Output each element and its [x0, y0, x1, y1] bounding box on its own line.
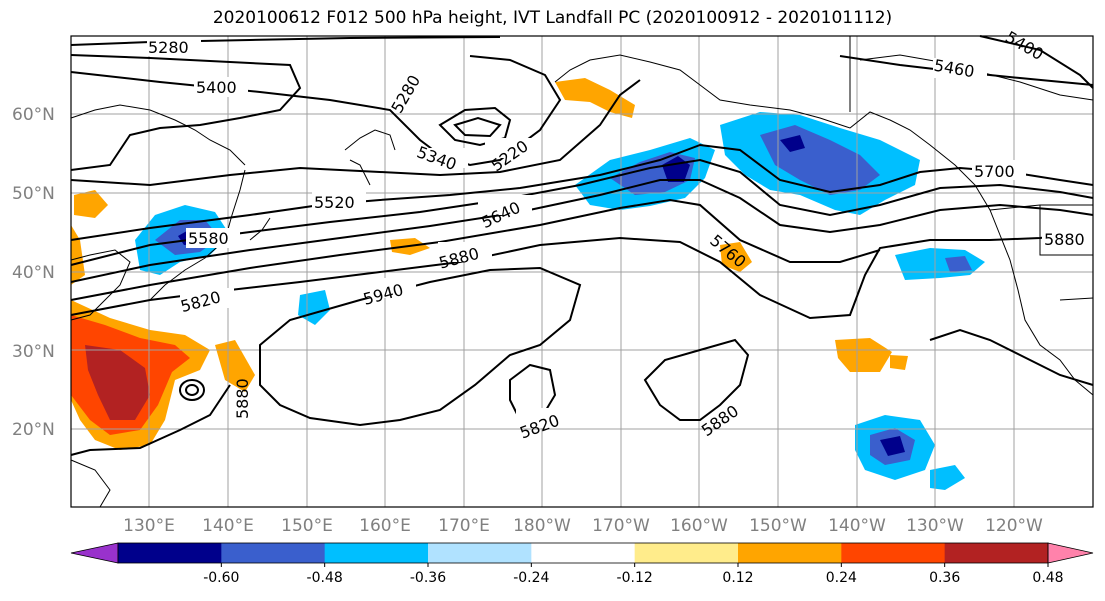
longitude-labels: 130°E 140°E 150°E 160°E 170°E 180°W 170°… [123, 516, 1043, 536]
lon-label-170e: 170°E [438, 516, 490, 536]
colorbar-tick-label: -0.36 [410, 570, 446, 586]
colorbar-segment [944, 543, 1049, 563]
lon-label-160w: 160°W [670, 516, 728, 536]
map-title: 2020100612 F012 500 hPa height, IVT Land… [212, 8, 893, 28]
contour-label-5580: 5580 [188, 229, 229, 248]
lon-label-150e: 150°E [281, 516, 333, 536]
lat-label-50n: 50°N [12, 184, 55, 204]
colorbar-extend-high [1047, 542, 1094, 564]
colorbar-tick-label: 0.12 [722, 570, 753, 586]
lon-label-160e: 160°E [359, 516, 411, 536]
lat-label-60n: 60°N [12, 105, 55, 125]
contour-label-5400-west: 5400 [196, 78, 237, 97]
colorbar-extend-low [70, 542, 119, 564]
colorbar-tick-label: 0.24 [826, 570, 857, 586]
colorbar-tick-label: -0.60 [203, 570, 239, 586]
lon-label-150w: 150°W [749, 516, 807, 536]
contour-label-5700: 5700 [974, 162, 1015, 181]
colorbar-segment [428, 543, 532, 563]
lon-label-180w: 180°W [513, 516, 571, 536]
contour-label-5880-east-coast: 5880 [1044, 230, 1085, 249]
lon-label-130e: 130°E [123, 516, 175, 536]
map-border [70, 35, 1094, 508]
lat-label-40n: 40°N [12, 263, 55, 283]
lon-label-120w: 120°W [985, 516, 1043, 536]
lat-label-20n: 20°N [12, 420, 55, 440]
colorbar-segment [531, 543, 636, 563]
colorbar-tick-label: 0.48 [1032, 570, 1063, 586]
colorbar-segment [738, 543, 842, 563]
coastlines [70, 36, 1094, 508]
colorbar-segment [841, 543, 946, 563]
lon-label-170w: 170°W [592, 516, 650, 536]
contour-label-5280-west: 5280 [148, 38, 189, 57]
colorbar-segment [324, 543, 429, 563]
colorbar-segment [221, 543, 326, 563]
colorbar-segment [634, 543, 739, 563]
map-panel: 5280 5400 5280 5340 5220 5520 5580 5640 … [70, 27, 1094, 508]
lon-label-140e: 140°E [202, 516, 254, 536]
lat-label-30n: 30°N [12, 342, 55, 362]
colorbar-tick-label: 0.36 [929, 570, 960, 586]
contour-labels: 5280 5400 5280 5340 5220 5520 5580 5640 … [147, 27, 1093, 443]
colorbar-border [117, 542, 1049, 564]
lon-label-140w: 140°W [828, 516, 886, 536]
latitude-labels: 60°N 50°N 40°N 30°N 20°N [12, 105, 55, 440]
colorbar: -0.60 -0.48 -0.36 -0.24 -0.12 0.12 0.24 0.36 0.4… [70, 542, 1094, 586]
contour-label-5880-west: 5880 [233, 378, 252, 419]
lon-label-130w: 130°W [906, 516, 964, 536]
colorbar-tick-label: -0.24 [513, 570, 549, 586]
colorbar-tick-label: -0.48 [307, 570, 343, 586]
colorbar-tick-label: -0.12 [617, 570, 653, 586]
graticule [71, 36, 1093, 507]
contour-label-5520: 5520 [314, 193, 355, 212]
colorbar-segment [118, 543, 222, 563]
